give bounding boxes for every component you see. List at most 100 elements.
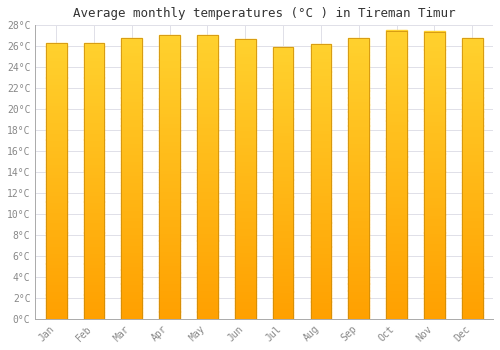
Bar: [462, 238, 482, 241]
Bar: [424, 75, 445, 78]
Bar: [159, 74, 180, 77]
Bar: [84, 191, 104, 195]
Bar: [84, 157, 104, 160]
Bar: [310, 216, 332, 219]
Bar: [348, 80, 369, 84]
Bar: [159, 265, 180, 269]
Bar: [197, 251, 218, 255]
Bar: [272, 193, 293, 197]
Bar: [310, 236, 332, 240]
Bar: [84, 167, 104, 170]
Bar: [159, 131, 180, 134]
Bar: [235, 259, 256, 263]
Bar: [197, 191, 218, 195]
Bar: [46, 277, 66, 281]
Bar: [424, 57, 445, 60]
Bar: [272, 91, 293, 95]
Bar: [84, 288, 104, 291]
Bar: [386, 282, 407, 286]
Bar: [424, 161, 445, 164]
Title: Average monthly temperatures (°C ) in Tireman Timur: Average monthly temperatures (°C ) in Ti…: [73, 7, 456, 20]
Bar: [84, 308, 104, 312]
Bar: [462, 294, 482, 298]
Bar: [348, 266, 369, 270]
Bar: [348, 231, 369, 234]
Bar: [386, 257, 407, 261]
Bar: [310, 116, 332, 120]
Bar: [462, 192, 482, 196]
Bar: [46, 105, 66, 108]
Bar: [197, 198, 218, 202]
Bar: [272, 203, 293, 207]
Bar: [386, 56, 407, 60]
Bar: [424, 204, 445, 208]
Bar: [197, 315, 218, 318]
Bar: [462, 217, 482, 220]
Bar: [386, 290, 407, 293]
Bar: [46, 205, 66, 209]
Bar: [235, 91, 256, 95]
Bar: [424, 186, 445, 189]
Bar: [310, 51, 332, 55]
Bar: [348, 66, 369, 69]
Bar: [197, 269, 218, 273]
Bar: [84, 126, 104, 129]
Bar: [462, 266, 482, 270]
Bar: [46, 122, 66, 126]
Bar: [462, 154, 482, 157]
Bar: [122, 136, 142, 140]
Bar: [197, 240, 218, 244]
Bar: [46, 198, 66, 202]
Bar: [462, 298, 482, 301]
Bar: [424, 175, 445, 179]
Bar: [310, 278, 332, 281]
Bar: [386, 41, 407, 45]
Bar: [424, 225, 445, 229]
Bar: [46, 84, 66, 88]
Bar: [272, 94, 293, 98]
Bar: [348, 164, 369, 168]
Bar: [386, 77, 407, 81]
Bar: [235, 126, 256, 130]
Bar: [310, 164, 332, 168]
Bar: [386, 48, 407, 52]
Bar: [46, 305, 66, 308]
Bar: [197, 35, 218, 38]
Bar: [197, 244, 218, 248]
Bar: [272, 125, 293, 129]
Bar: [46, 64, 66, 67]
Bar: [348, 140, 369, 143]
Bar: [235, 196, 256, 200]
Bar: [462, 199, 482, 203]
Bar: [197, 280, 218, 283]
Bar: [462, 52, 482, 55]
Bar: [348, 290, 369, 294]
Bar: [235, 151, 256, 154]
Bar: [348, 206, 369, 210]
Bar: [424, 286, 445, 290]
Bar: [235, 158, 256, 161]
Bar: [122, 59, 142, 62]
Bar: [84, 181, 104, 184]
Bar: [197, 247, 218, 251]
Bar: [235, 144, 256, 147]
Bar: [424, 100, 445, 103]
Bar: [235, 88, 256, 91]
Bar: [46, 170, 66, 174]
Bar: [84, 225, 104, 229]
Bar: [122, 284, 142, 287]
Bar: [348, 308, 369, 312]
Bar: [235, 234, 256, 238]
Bar: [122, 101, 142, 105]
Bar: [159, 304, 180, 308]
Bar: [348, 111, 369, 115]
Bar: [84, 250, 104, 253]
Bar: [386, 178, 407, 182]
Bar: [310, 89, 332, 92]
Bar: [84, 50, 104, 54]
Bar: [386, 139, 407, 142]
Bar: [348, 227, 369, 231]
Bar: [46, 133, 66, 136]
Bar: [310, 295, 332, 298]
Bar: [46, 146, 66, 150]
